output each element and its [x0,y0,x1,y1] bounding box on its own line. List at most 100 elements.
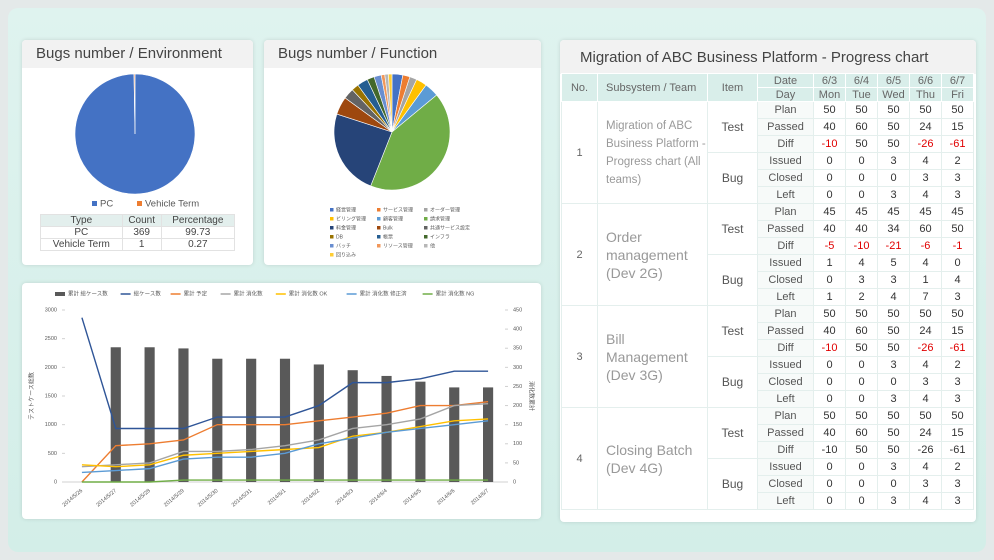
row-label: Passed [757,424,814,442]
bar [144,347,155,482]
bar [415,381,426,482]
cell-value: 50 [909,305,942,323]
item-name: Bug [707,356,758,408]
table-row: Left 0 0 3 4 3 [562,492,974,510]
cell-value: 3 [877,186,910,204]
header-cell: Tue [845,87,878,102]
cell-value: -61 [941,135,974,153]
cell-value: 50 [845,441,878,459]
cell-value: 60 [845,118,878,136]
cell-value: 50 [941,407,974,425]
y2-tick-label: 150 [513,422,522,428]
cell-value: 1 [909,271,942,289]
legend-swatch [330,253,334,257]
cell-value: 40 [813,424,846,442]
header-cell: No. [561,73,598,102]
cell-value: 15 [941,424,974,442]
cell-value: 50 [877,305,910,323]
cell-value: -5 [813,237,846,255]
row-label: Passed [757,118,814,136]
table-row: Left 0 0 3 4 3 [562,390,974,408]
cell-value: 50 [877,424,910,442]
cell-value: 1 [813,254,846,272]
legend-swatch [377,208,381,212]
row-label: Passed [757,220,814,238]
x-tick-label: 2014/5/31 [231,488,254,508]
table-row: 3 Bill Management (Dev 3G) Test Plan 50 50 50 5… [561,305,974,408]
cell-value: 50 [877,339,910,357]
cell-value: 0 [813,152,846,170]
cell-value: 4 [909,492,942,510]
cell-value: -21 [877,237,910,255]
cell-value: 0 [845,390,878,408]
row-label: Closed [757,271,814,289]
legend-swatch [377,235,381,239]
table-row: Closed 0 3 3 1 4 [562,271,974,289]
table-cell: 99.73 [160,226,236,239]
cell-value: 60 [845,424,878,442]
row-label: Closed [757,373,814,391]
cell-value: 4 [909,152,942,170]
line-series [81,401,489,483]
group-team: Closing Batch (Dev 4G) [597,407,708,510]
cell-value: 0 [813,492,846,510]
header-cell: 6/5 [877,73,910,88]
cell-value: 0 [845,373,878,391]
cell-value: 4 [941,271,974,289]
legend-label: Bulk [383,225,393,231]
panel-title: Bugs number / Environment [22,40,253,68]
bar [279,358,291,482]
cell-value: 50 [845,339,878,357]
cell-value: 2 [845,288,878,306]
legend-swatch [55,292,65,296]
legend-swatch [330,208,334,212]
cell-value: 15 [941,322,974,340]
legend-swatch [424,208,428,212]
table-row: Bug Issued 0 0 3 4 2 [562,458,974,510]
y2-tick-label: 350 [513,346,522,352]
y2-tick-label: 0 [513,479,516,485]
cell-value: 45 [941,203,974,221]
legend-label: 累計 消化数 NG [436,289,475,297]
cell-value: 50 [845,305,878,323]
header-cell: Subsystem / Team [597,73,708,102]
cell-value: 3 [941,373,974,391]
header-row: No. Subsystem / Team Item Date 6/3 6/4 6/5 6/6 6… [561,73,974,102]
environment-table: Type Count Percentage PC 369 99.73 Vehicle Ter… [40,214,236,251]
group-team: Migration of ABC Business Platform -Prog… [597,101,708,204]
row-label: Plan [757,305,814,323]
table-cell: 0.27 [160,238,236,251]
legend-label: 顧客管理 [383,215,403,222]
cell-value: 0 [813,186,846,204]
legend-swatch [330,217,334,221]
legend-label: 累計 消化数 OK [289,289,328,297]
cell-value: 3 [909,373,942,391]
x-tick-label: 2014/6/2 [301,488,321,506]
bar [313,364,324,482]
y2-axis-title: 消化数累計 [527,381,535,411]
row-label: Left [757,492,814,510]
legend-swatch [377,244,381,248]
legend-label: PC [100,199,113,210]
y2-tick-label: 100 [513,441,522,447]
bar [246,358,257,482]
cell-value: 50 [909,407,942,425]
y2-tick-label: 200 [513,403,522,409]
pie-slice [388,73,393,133]
cell-value: 3 [941,186,974,204]
item-name: Test [707,305,758,357]
table-row: Closed 0 0 0 3 3 [562,373,974,391]
line-series [81,317,489,430]
cell-value: 50 [877,118,910,136]
legend-label: サービス管理 [383,206,413,213]
y-tick-label: 1000 [45,422,57,428]
item-name: Test [707,101,758,153]
x-tick-label: 2014/5/28 [129,488,152,508]
table-row: 4 Closing Batch (Dev 4G) Test Plan 50 50 50 50 5… [561,407,974,510]
legend-label: 総ケース数 [134,289,162,297]
cell-value: 0 [813,271,846,289]
cell-value: 50 [941,220,974,238]
row-label: Diff [757,441,814,459]
legend-label: 累計 予定 [184,289,208,297]
cell-value: 2 [941,152,974,170]
